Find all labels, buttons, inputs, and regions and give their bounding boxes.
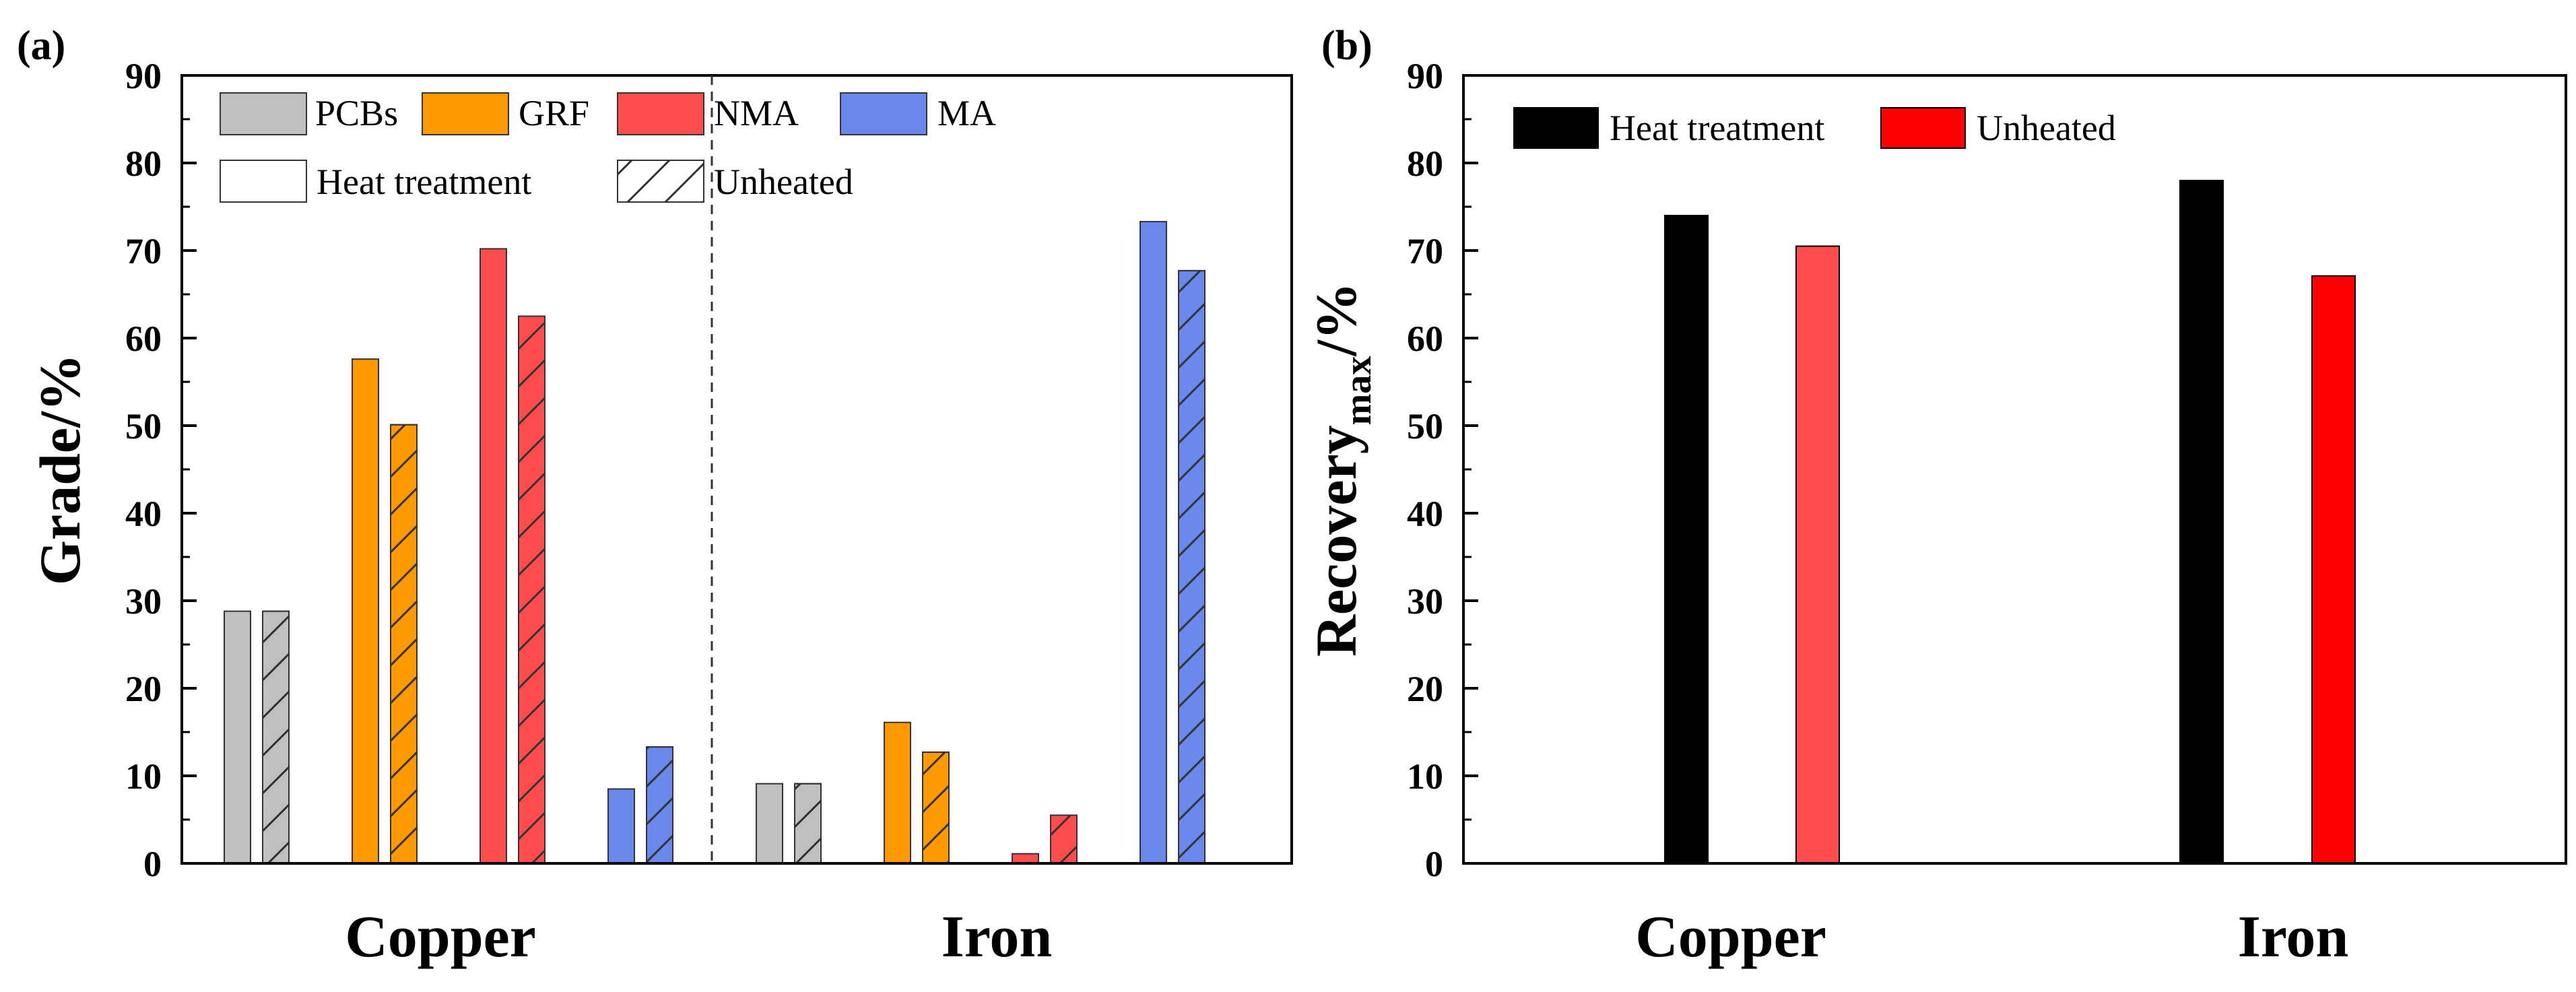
bar-grf-unheated-copper-hatch (390, 424, 418, 864)
legend-label-pcbs: PCBs (315, 93, 398, 133)
legend-label-grf: GRF (519, 93, 589, 133)
bar-nma-unheated-iron-hatch (1050, 814, 1078, 864)
chart-b-frame (1462, 74, 2567, 865)
bar-nma-heat-treatment-copper (480, 248, 507, 864)
bar-ma-heat-treatment-copper (607, 788, 635, 864)
bar-pcbs-heat-treatment-iron (756, 783, 783, 864)
bar-ma-unheated-copper-hatch (646, 746, 673, 864)
legend-swatch-grf (422, 92, 509, 135)
y-axis-label-b: Recoverymax/% (1304, 282, 1379, 657)
y-axis-label-a: Grade/% (28, 354, 92, 585)
bar-heat-treatment-copper (1664, 215, 1709, 864)
y-tick-label: 50 (125, 406, 162, 447)
y-tick-label: 10 (125, 756, 162, 797)
y-tick-label: 70 (1407, 231, 1443, 271)
bar-unheated-copper (1795, 245, 1840, 864)
chart-b: (b) 0 10 20 30 40 50 60 70 80 90 Recoverymax/% Co… (1304, 23, 2567, 970)
bar-nma-unheated-copper-hatch (518, 315, 546, 864)
y-tick-label: 90 (125, 56, 162, 96)
chart-b-bars (1664, 180, 2356, 864)
legend-label-unheated-b: Unheated (1977, 108, 2116, 148)
legend-b: Heat treatment Unheated (1513, 107, 2116, 149)
bar-pcbs-unheated-copper-hatch (262, 610, 290, 864)
bar-unheated-iron (2311, 275, 2356, 864)
legend-label-ma: MA (937, 93, 996, 133)
x-tick-label-copper-b: Copper (1635, 904, 1826, 970)
chart-a-y-axis: 0 10 20 30 40 50 60 70 80 90 (125, 56, 197, 884)
legend-a: PCBs GRF NMA MA Heat treatment Unheated (220, 92, 996, 203)
bar-grf-unheated-iron-hatch (922, 751, 950, 865)
legend-swatch-unheated-a (617, 160, 704, 203)
legend-label-heat-treatment-a: Heat treatment (317, 162, 531, 202)
legend-swatch-heat-treatment-b (1513, 107, 1599, 149)
y-tick-label: 90 (1407, 56, 1443, 96)
legend-swatch-unheated-b (1880, 107, 1966, 149)
bar-pcbs-heat-treatment-copper (224, 610, 251, 864)
y-tick-label: 70 (125, 231, 162, 271)
bar-grf-heat-treatment-copper (352, 358, 379, 864)
bar-heat-treatment-iron (2179, 180, 2224, 864)
panel-label-a: (a) (17, 23, 65, 69)
x-tick-label-iron-b: Iron (2238, 904, 2349, 970)
y-tick-label: 30 (1407, 581, 1443, 622)
y-tick-label: 0 (1425, 844, 1443, 884)
chart-b-y-axis: 0 10 20 30 40 50 60 70 80 90 (1407, 56, 1478, 884)
y-tick-label: 30 (125, 581, 162, 622)
legend-label-nma: NMA (714, 93, 799, 133)
y-tick-label: 60 (125, 319, 162, 359)
y-tick-label: 60 (1407, 319, 1443, 359)
bar-ma-unheated-iron-hatch (1178, 269, 1206, 864)
y-tick-label: 80 (1407, 143, 1443, 184)
legend-swatch-pcbs (220, 92, 307, 135)
y-tick-label: 0 (143, 844, 162, 884)
y-tick-label: 40 (1407, 494, 1443, 534)
legend-swatch-nma (617, 92, 704, 135)
bar-nma-heat-treatment-iron (1012, 853, 1039, 864)
legend-label-unheated-a: Unheated (714, 162, 853, 202)
legend-label-heat-treatment-b: Heat treatment (1610, 108, 1824, 148)
y-tick-label: 40 (125, 494, 162, 534)
panel-label-b: (b) (1321, 23, 1373, 69)
y-tick-label: 10 (1407, 756, 1443, 797)
x-tick-label-copper-a: Copper (345, 904, 536, 970)
y-tick-label: 80 (125, 143, 162, 184)
y-tick-label: 20 (125, 669, 162, 709)
chart-a: (a) 0 10 20 30 40 50 60 70 80 90 Grade/% Copper I… (17, 23, 1293, 970)
bar-grf-heat-treatment-iron (884, 721, 911, 864)
legend-swatch-heat-treatment-a (220, 160, 307, 203)
chart-a-bars (224, 221, 1206, 865)
bar-pcbs-unheated-iron-hatch (794, 783, 822, 864)
bar-ma-heat-treatment-iron (1140, 221, 1167, 865)
x-tick-label-iron-a: Iron (942, 904, 1053, 970)
y-tick-label: 20 (1407, 669, 1443, 709)
legend-swatch-ma (840, 92, 927, 135)
y-tick-label: 50 (1407, 406, 1443, 447)
